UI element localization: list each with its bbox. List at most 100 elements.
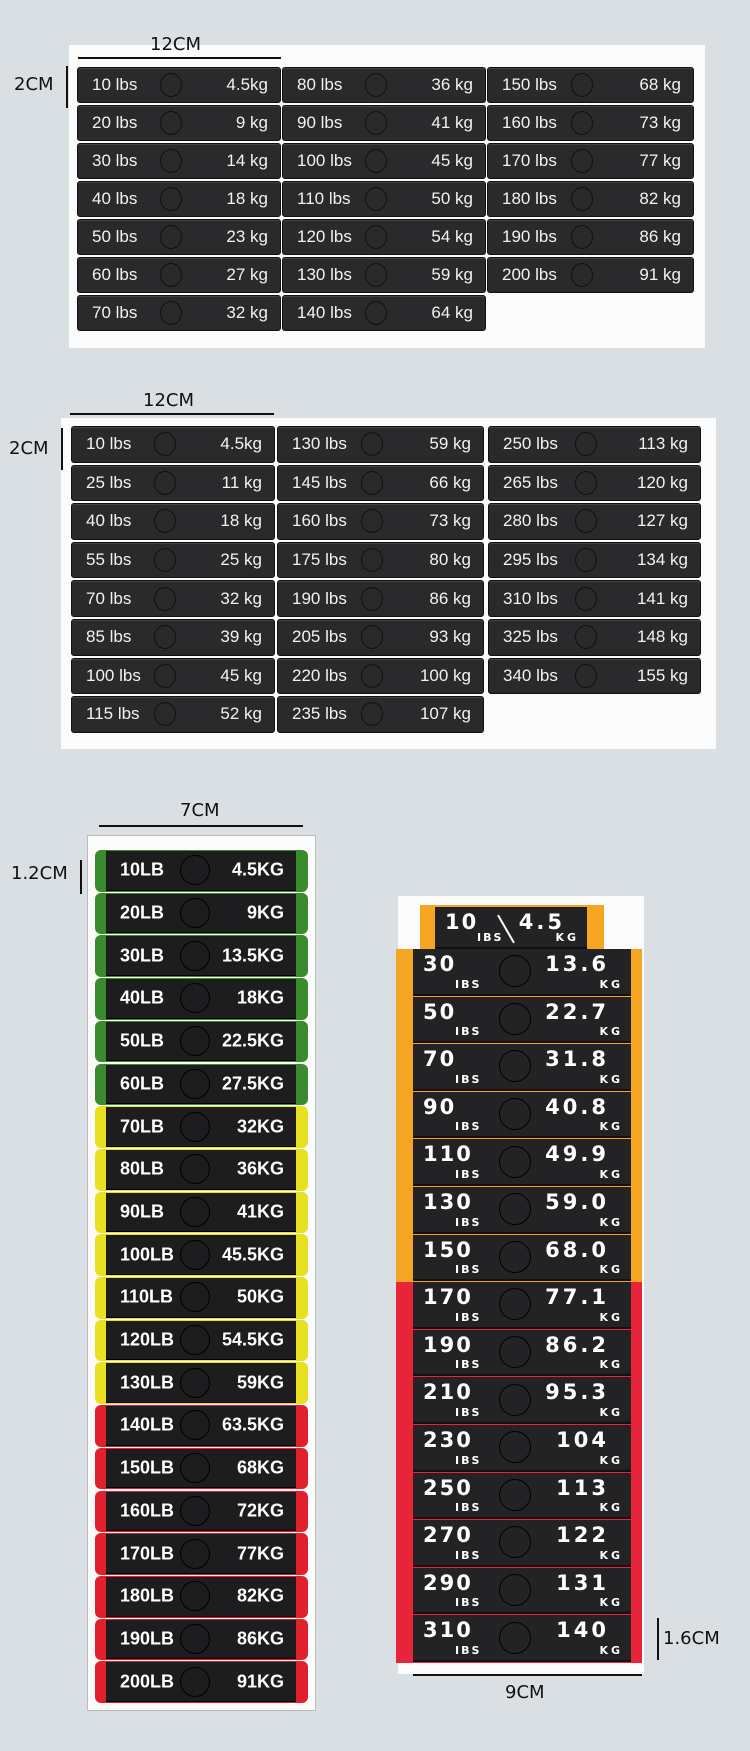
- kg-unit: KG: [599, 1405, 623, 1419]
- weight-sticker: 20LB 9KG: [106, 893, 296, 934]
- lbs-label: 70LB: [120, 1116, 165, 1137]
- kg-label: 27 kg: [226, 265, 268, 284]
- weight-sticker: 100 lbs 45 kg: [71, 657, 275, 695]
- circle-icon: [180, 1154, 211, 1185]
- height-rule-2: [61, 428, 63, 470]
- kg-unit: KG: [599, 1596, 623, 1610]
- lbs-label: 130 lbs: [292, 434, 347, 454]
- kg-label: 64 kg: [431, 303, 473, 322]
- lbs-label: 10 lbs: [86, 434, 132, 454]
- kg-label: 4.5kg: [226, 75, 268, 94]
- circle-icon: [180, 1666, 211, 1697]
- lbs-value: 90: [423, 1094, 457, 1119]
- weight-sticker: 160LB 72KG: [106, 1491, 296, 1532]
- circle-icon: [180, 1196, 211, 1227]
- kg-label: 18 kg: [220, 511, 262, 531]
- kg-label: 59KG: [236, 1372, 284, 1393]
- width-label-2: 12CM: [143, 390, 195, 411]
- lbs-unit: IBS: [455, 1310, 482, 1324]
- kg-value: 40.8: [545, 1094, 609, 1119]
- weight-sticker: 190 lbs 86 kg: [277, 580, 484, 617]
- circle-icon: [499, 1431, 532, 1464]
- circle-icon: [153, 509, 176, 534]
- lbs-label: 20 lbs: [92, 113, 138, 132]
- weight-sticker: 235 lbs 107 kg: [277, 696, 484, 733]
- weight-sticker: 120 lbs 54 kg: [282, 219, 486, 255]
- weight-sticker: 270 IBS 122 KG: [413, 1520, 631, 1567]
- weight-sticker: 150LB 68KG: [106, 1448, 296, 1489]
- lbs-label: 70 lbs: [86, 588, 132, 608]
- width-rule-3: [99, 825, 303, 827]
- lbs-label: 80 lbs: [297, 75, 343, 94]
- weight-sticker: 60LB 27.5KG: [106, 1064, 296, 1105]
- lbs-label: 80LB: [120, 1158, 165, 1179]
- circle-icon: [180, 855, 211, 886]
- weight-sticker: 190 lbs 86 kg: [487, 219, 694, 255]
- lbs-unit: IBS: [455, 977, 482, 991]
- circle-icon: [361, 509, 384, 534]
- lbs-value: 250: [423, 1475, 473, 1500]
- lbs-unit: IBS: [455, 1025, 482, 1039]
- lbs-label: 10LB: [120, 859, 165, 880]
- kg-label: 22.5KG: [221, 1030, 284, 1051]
- weight-sticker: 110 IBS 49.9 KG: [413, 1139, 631, 1186]
- kg-label: 148 kg: [636, 627, 688, 647]
- circle-icon: [153, 432, 176, 457]
- weight-sticker: 90LB 41KG: [106, 1192, 296, 1233]
- lbs-label: 130 lbs: [297, 265, 352, 284]
- weight-sticker: 265 lbs 120 kg: [488, 464, 701, 502]
- weight-sticker: 160 lbs 73 kg: [277, 503, 484, 540]
- kg-unit: KG: [599, 1643, 623, 1657]
- kg-value: 122: [556, 1523, 609, 1548]
- kg-unit: KG: [599, 1120, 623, 1134]
- lbs-label: 140 lbs: [297, 303, 352, 322]
- kg-value: 77.1: [545, 1285, 609, 1310]
- lbs-label: 100 lbs: [86, 665, 141, 685]
- lbs-label: 150 lbs: [502, 75, 557, 94]
- height-rule-4: [657, 1618, 659, 1660]
- kg-label: 82 kg: [639, 189, 681, 208]
- circle-icon: [571, 263, 594, 287]
- kg-value: 68.0: [545, 1237, 609, 1262]
- weight-sticker: 20 lbs 9 kg: [77, 105, 281, 141]
- circle-icon: [499, 1574, 532, 1607]
- circle-icon: [571, 187, 594, 211]
- kg-label: 50KG: [236, 1286, 284, 1307]
- lbs-label: 130LB: [120, 1372, 175, 1393]
- lbs-label: 180LB: [120, 1585, 175, 1606]
- lbs-label: 20LB: [120, 902, 165, 923]
- weight-sticker: 295 lbs 134 kg: [488, 541, 701, 579]
- weight-sticker: 325 lbs 148 kg: [488, 619, 701, 656]
- kg-value: 131: [556, 1570, 609, 1595]
- kg-value: 140: [556, 1618, 609, 1643]
- kg-label: 4.5kg: [220, 434, 262, 454]
- circle-icon: [180, 1581, 211, 1612]
- weight-sticker: 100LB 45.5KG: [106, 1235, 296, 1275]
- circle-icon: [364, 73, 387, 97]
- lbs-unit: IBS: [455, 1167, 482, 1181]
- height-rule-1: [66, 66, 68, 108]
- circle-icon: [499, 1478, 532, 1511]
- circle-icon: [180, 1538, 211, 1569]
- lbs-label: 25 lbs: [86, 472, 132, 492]
- circle-icon: [159, 225, 182, 249]
- kg-label: 82KG: [236, 1585, 284, 1606]
- kg-label: 39 kg: [220, 627, 262, 647]
- weight-sticker: 130 lbs 59 kg: [282, 257, 486, 293]
- weight-sticker: 70 lbs 32 kg: [77, 295, 281, 331]
- weight-sticker: 110LB 50KG: [106, 1278, 296, 1318]
- circle-icon: [180, 1325, 211, 1356]
- circle-icon: [499, 1288, 532, 1321]
- lbs-value: 50: [423, 999, 457, 1024]
- lbs-label: 325 lbs: [503, 627, 558, 647]
- lbs-unit: IBS: [477, 931, 504, 944]
- kg-unit: KG: [599, 1501, 623, 1515]
- circle-icon: [180, 940, 211, 971]
- weight-sticker: 190LB 86KG: [106, 1619, 296, 1660]
- weight-sticker: 80LB 36KG: [106, 1149, 296, 1190]
- weight-sticker: 70 IBS 31.8 KG: [413, 1044, 631, 1091]
- weight-sticker: 250 lbs 113 kg: [488, 426, 701, 463]
- weight-sticker: 200LB 91KG: [106, 1662, 296, 1702]
- circle-icon: [364, 301, 387, 325]
- kg-label: 63.5KG: [221, 1414, 284, 1435]
